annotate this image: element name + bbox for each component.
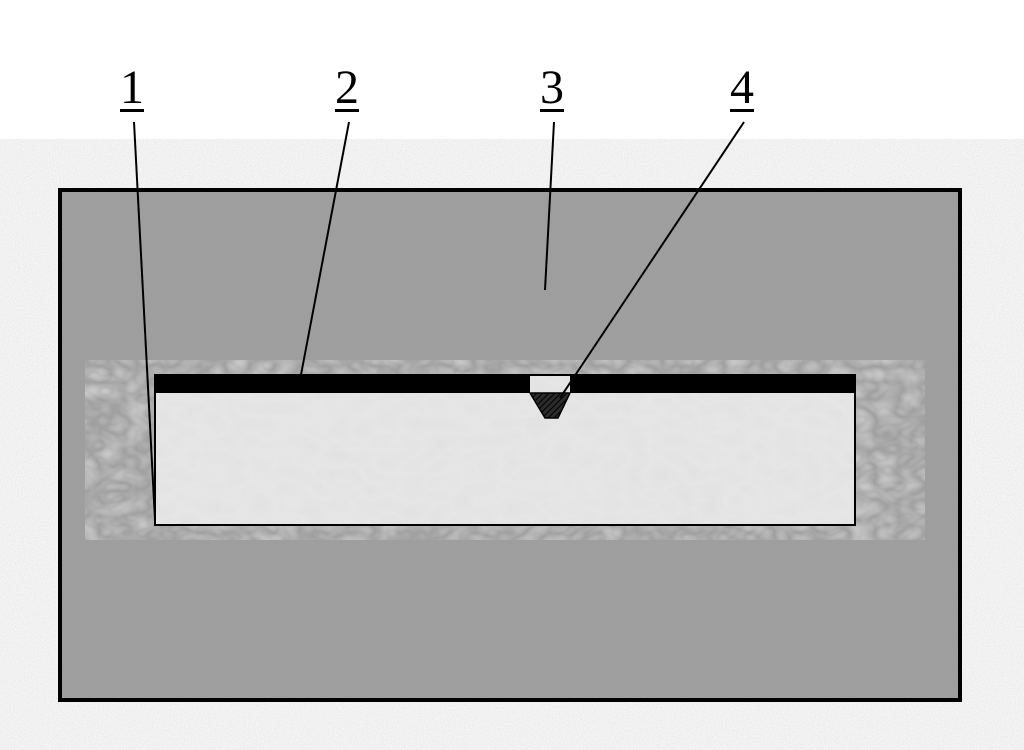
diagram-svg [0,0,1024,750]
callout-label-3: 3 [540,60,564,115]
top-coating [155,375,855,393]
callout-label-1: 1 [120,60,144,115]
callout-label-2: 2 [335,60,359,115]
callout-label-4: 4 [730,60,754,115]
inner-slab [155,375,855,525]
figure-canvas: 1 2 3 4 [0,0,1024,750]
